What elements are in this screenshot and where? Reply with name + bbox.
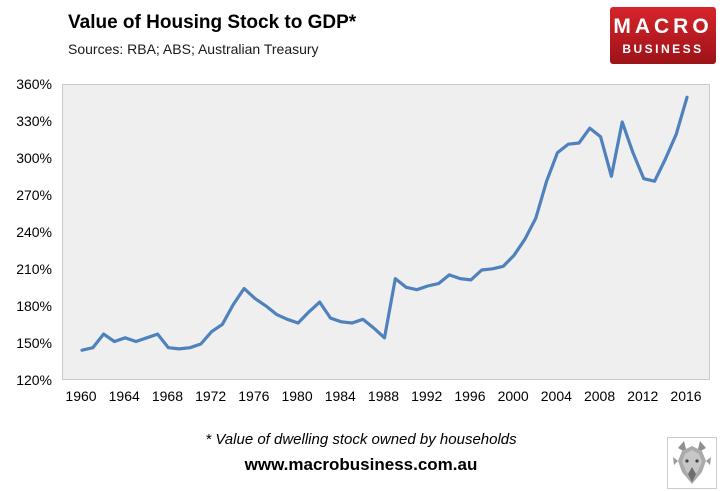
x-axis: 1960 1964 1968 1972 1976 1980 1984 1988 1992 1996…: [62, 386, 710, 406]
y-tick-label: 270%: [16, 187, 52, 203]
y-tick-label: 330%: [16, 113, 52, 129]
logo-text-business: BUSINESS: [622, 42, 704, 56]
x-tick-label: 2004: [540, 388, 572, 404]
x-tick-label: 2008: [583, 388, 616, 404]
line-chart-svg: [80, 95, 689, 352]
y-axis: 120% 150% 180% 210% 240% 270% 300% 330% 360%: [0, 76, 56, 388]
x-tick-label: 1996: [454, 388, 486, 404]
chart-title: Value of Housing Stock to GDP*: [68, 12, 357, 33]
website-url: www.macrobusiness.com.au: [244, 455, 478, 474]
logo-text-macro: MACRO: [613, 15, 713, 38]
x-tick-label: 1964: [108, 388, 140, 404]
footnote: * Value of dwelling stock owned by house…: [205, 431, 517, 448]
y-tick-label: 120%: [16, 372, 52, 388]
y-tick-label: 240%: [16, 224, 52, 240]
y-tick-label: 360%: [16, 76, 52, 92]
y-tick-label: 150%: [16, 335, 52, 351]
x-tick-label: 1988: [367, 388, 400, 404]
x-tick-label: 2016: [670, 388, 702, 404]
wolf-logo: [667, 437, 717, 489]
y-tick-label: 210%: [16, 261, 52, 277]
x-tick-label: 1976: [238, 388, 270, 404]
housing-stock-gdp-line: [80, 95, 689, 352]
x-tick-label: 2000: [497, 388, 529, 404]
y-tick-label: 300%: [16, 150, 52, 166]
y-tick-label: 180%: [16, 298, 52, 314]
x-tick-label: 1980: [281, 388, 313, 404]
macrobusiness-logo: MACRO BUSINESS: [610, 7, 716, 64]
x-tick-label: 1960: [65, 388, 97, 404]
x-tick-label: 1972: [195, 388, 227, 404]
x-tick-label: 2012: [627, 388, 659, 404]
x-tick-label: 1984: [324, 388, 356, 404]
wolf-icon: [673, 441, 711, 484]
x-tick-label: 1968: [151, 388, 183, 404]
plot-area: [62, 84, 710, 380]
chart-subtitle: Sources: RBA; ABS; Australian Treasury: [68, 41, 319, 57]
x-tick-label: 1992: [411, 388, 443, 404]
